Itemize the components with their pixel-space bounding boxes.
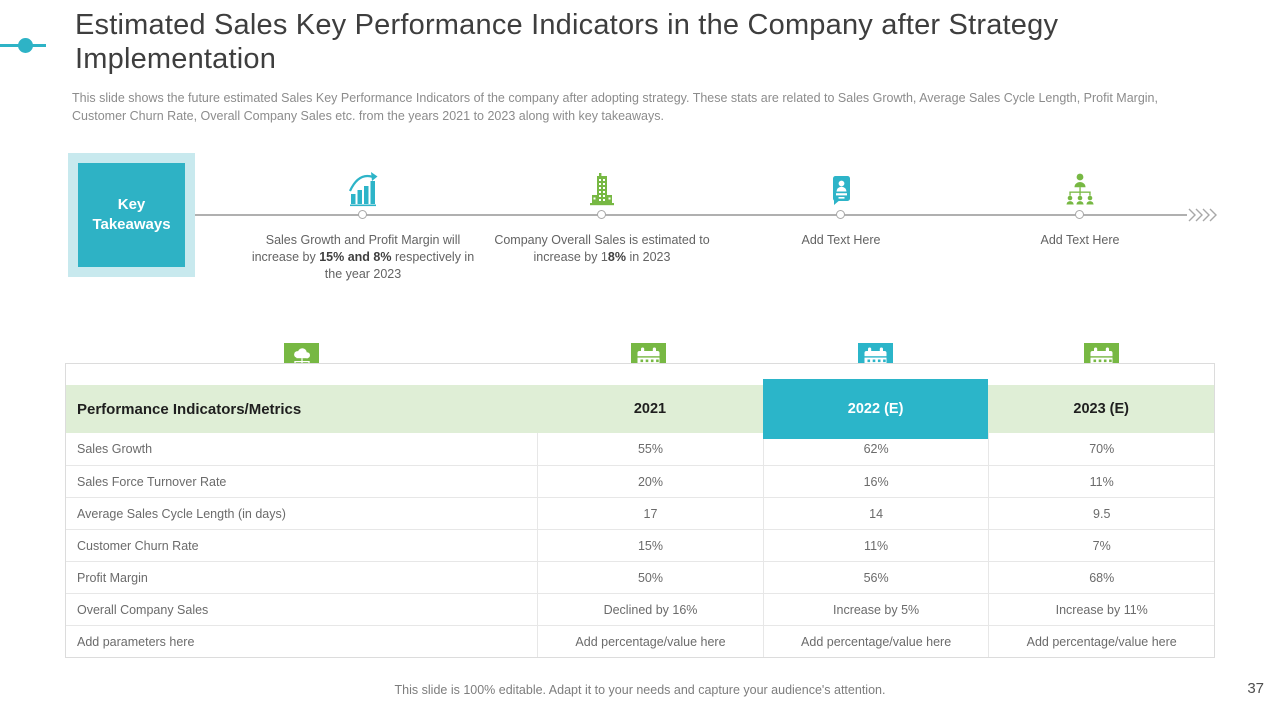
milestone-text[interactable]: Add Text Here xyxy=(721,232,961,249)
milestone-text[interactable]: Sales Growth and Profit Margin will incr… xyxy=(243,232,483,283)
value-cell: 20% xyxy=(537,466,763,497)
milestone-text-part: in 2023 xyxy=(625,250,671,264)
org-chart-icon xyxy=(1060,170,1100,210)
footer-note: This slide is 100% editable. Adapt it to… xyxy=(394,683,886,697)
value-cell: 70% xyxy=(988,433,1214,465)
value-cell: 11% xyxy=(762,530,989,561)
header-cell-2021: 2021 xyxy=(633,401,667,417)
milestone-text-part: Company Overall Sales is estimated to in… xyxy=(494,233,710,264)
value-cell: 14 xyxy=(762,498,989,529)
header-cell-2022: 2022 (E) xyxy=(762,379,989,439)
growth-chart-icon xyxy=(343,170,383,210)
value-cell: 68% xyxy=(988,562,1214,593)
page-title: Estimated Sales Key Performance Indicato… xyxy=(75,9,1059,75)
header-cell-2023: 2023 (E) xyxy=(1073,401,1130,417)
milestone-text-part: Sales Growth and Profit Margin will incr… xyxy=(251,233,461,264)
milestone-text-bold: 15% and 8% xyxy=(319,250,392,264)
value-cell: 7% xyxy=(988,530,1214,561)
value-cell: Declined by 16% xyxy=(537,594,763,625)
value-cell: 11% xyxy=(988,466,1214,497)
value-cell: 17 xyxy=(537,498,763,529)
id-card-icon xyxy=(821,170,861,210)
value-cell: 9.5 xyxy=(988,498,1214,529)
building-icon xyxy=(582,170,622,210)
milestone-text[interactable]: Company Overall Sales is estimated to in… xyxy=(482,232,722,266)
value-cell[interactable]: Add percentage/value here xyxy=(988,626,1214,657)
milestone-text-bold: 8% xyxy=(607,250,626,264)
timeline-line xyxy=(195,214,1187,216)
table-header-row: Performance Indicators/Metrics 2021 2022… xyxy=(66,379,1214,439)
row-label-cell: Customer Churn Rate xyxy=(77,538,199,553)
row-label-cell: Sales Force Turnover Rate xyxy=(77,474,227,489)
row-label-cell[interactable]: Add parameters here xyxy=(77,634,195,649)
value-cell: 15% xyxy=(537,530,763,561)
milestone-text-part: Add Text Here xyxy=(801,233,881,247)
table-row: Add parameters here Add percentage/value … xyxy=(66,625,1214,657)
title-accent-dot xyxy=(18,38,33,53)
timeline-node xyxy=(597,210,606,219)
kpi-table: Performance Indicators/Metrics 2021 2022… xyxy=(65,363,1215,658)
timeline-node xyxy=(1075,210,1084,219)
milestone-text-part: respectively in the year 2023 xyxy=(324,250,475,281)
row-label-cell: Profit Margin xyxy=(77,570,148,585)
timeline-node xyxy=(836,210,845,219)
row-label-cell: Average Sales Cycle Length (in days) xyxy=(77,506,286,521)
row-label-cell: Overall Company Sales xyxy=(77,602,209,617)
value-cell: 55% xyxy=(537,433,763,465)
table-row: Average Sales Cycle Length (in days) 17 14… xyxy=(66,497,1214,529)
timeline-arrow-icon xyxy=(1188,208,1217,222)
table-row: Sales Growth 55% 62% 70% xyxy=(66,433,1214,465)
key-takeaways-label: Key Takeaways xyxy=(78,163,185,267)
table-row: Overall Company Sales Declined by 16% Incr… xyxy=(66,593,1214,625)
milestone-text-part: Add Text Here xyxy=(1040,233,1120,247)
table-row: Customer Churn Rate 15% 11% 7% xyxy=(66,529,1214,561)
table-row: Sales Force Turnover Rate 20% 16% 11% xyxy=(66,465,1214,497)
value-cell: Increase by 5% xyxy=(762,594,989,625)
table-body: Sales Growth 55% 62% 70% Sales Force Turnove… xyxy=(66,433,1214,657)
key-takeaways-box[interactable]: Key Takeaways xyxy=(68,153,195,277)
value-cell: 62% xyxy=(762,433,989,465)
value-cell[interactable]: Add percentage/value here xyxy=(537,626,763,657)
value-cell: Increase by 11% xyxy=(988,594,1214,625)
value-cell: 56% xyxy=(762,562,989,593)
timeline-node xyxy=(358,210,367,219)
header-cell-metrics: Performance Indicators/Metrics xyxy=(77,400,302,418)
value-cell[interactable]: Add percentage/value here xyxy=(762,626,989,657)
value-cell: 16% xyxy=(762,466,989,497)
table-row: Profit Margin 50% 56% 68% xyxy=(66,561,1214,593)
page-number: 37 xyxy=(1247,680,1264,697)
row-label-cell: Sales Growth xyxy=(77,442,153,456)
value-cell: 50% xyxy=(537,562,763,593)
slide-subtitle: This slide shows the future estimated Sa… xyxy=(72,91,1158,123)
milestone-text[interactable]: Add Text Here xyxy=(960,232,1200,249)
